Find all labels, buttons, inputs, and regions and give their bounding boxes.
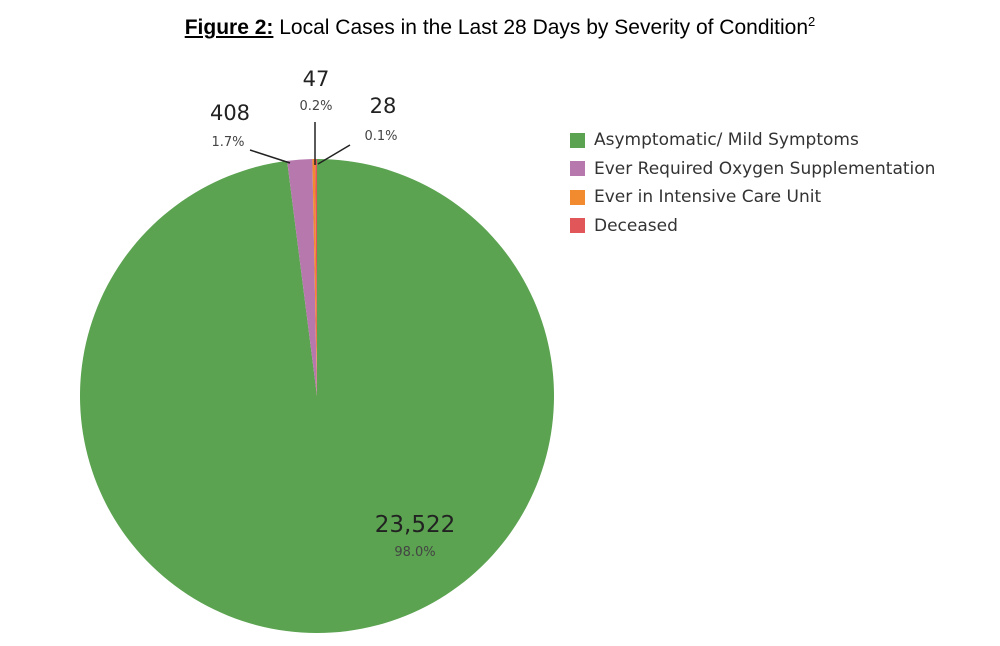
percent-label: 98.0% <box>394 545 435 560</box>
value-label: 28 <box>370 94 397 118</box>
legend: Asymptomatic/ Mild Symptoms Ever Require… <box>570 126 935 240</box>
value-label: 23,522 <box>375 512 455 538</box>
title-text: Local Cases in the Last 28 Days by Sever… <box>279 16 809 39</box>
leader-line <box>249 149 291 164</box>
legend-item: Asymptomatic/ Mild Symptoms <box>570 126 935 155</box>
legend-label: Deceased <box>594 215 678 236</box>
pie-slice-3 <box>315 159 317 396</box>
legend-swatch <box>570 189 585 205</box>
legend-swatch <box>570 161 585 177</box>
figure-label: Figure 2: <box>184 16 274 39</box>
legend-label: Ever Required Oxygen Supplementation <box>594 158 936 179</box>
legend-item: Deceased <box>570 212 935 241</box>
legend-item: Ever in Intensive Care Unit <box>570 183 935 212</box>
pie-slice-1 <box>287 159 317 396</box>
percent-label: 0.1% <box>364 129 397 144</box>
legend-label: Ever in Intensive Care Unit <box>594 187 822 208</box>
title-footnote: 2 <box>808 14 816 29</box>
legend-item: Ever Required Oxygen Supplementation <box>570 155 935 184</box>
pie-slice-2 <box>312 159 317 396</box>
percent-label: 1.7% <box>211 135 244 150</box>
leader-line <box>317 144 351 165</box>
legend-swatch <box>570 218 585 234</box>
value-label: 47 <box>303 67 330 91</box>
pie-slice-0 <box>80 159 555 633</box>
chart-title: Figure 2: Local Cases in the Last 28 Day… <box>0 14 1000 40</box>
value-label: 408 <box>210 101 250 125</box>
legend-label: Asymptomatic/ Mild Symptoms <box>594 130 859 151</box>
percent-label: 0.2% <box>299 99 332 114</box>
legend-swatch <box>570 132 585 148</box>
